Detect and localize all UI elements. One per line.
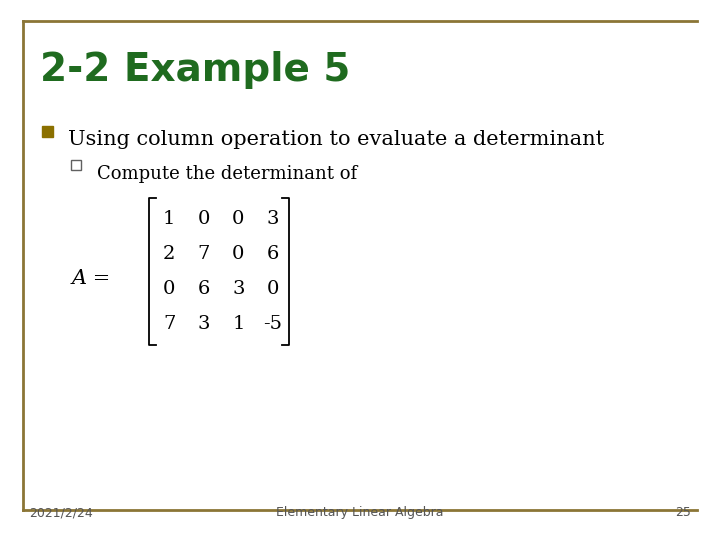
Text: 0: 0 xyxy=(266,280,279,298)
Text: Compute the determinant of: Compute the determinant of xyxy=(97,165,357,183)
Text: Using column operation to evaluate a determinant: Using column operation to evaluate a det… xyxy=(68,130,605,148)
Text: 3: 3 xyxy=(232,280,245,298)
Text: 2: 2 xyxy=(163,245,176,263)
Text: 6: 6 xyxy=(197,280,210,298)
Text: 0: 0 xyxy=(232,210,245,228)
Bar xyxy=(42,126,53,137)
Text: 6: 6 xyxy=(266,245,279,263)
Text: 0: 0 xyxy=(163,280,176,298)
Text: 3: 3 xyxy=(266,210,279,228)
Text: 2-2 Example 5: 2-2 Example 5 xyxy=(40,51,350,89)
Text: 1: 1 xyxy=(232,315,245,333)
Text: 3: 3 xyxy=(197,315,210,333)
Text: 25: 25 xyxy=(675,507,691,519)
Text: 0: 0 xyxy=(232,245,245,263)
Text: Elementary Linear Algebra: Elementary Linear Algebra xyxy=(276,507,444,519)
Text: 0: 0 xyxy=(197,210,210,228)
Text: 7: 7 xyxy=(197,245,210,263)
Text: 2021/2/24: 2021/2/24 xyxy=(29,507,93,519)
Text: 7: 7 xyxy=(163,315,176,333)
Bar xyxy=(71,160,81,170)
Text: 1: 1 xyxy=(163,210,176,228)
Text: -5: -5 xyxy=(264,315,282,333)
Text: A =: A = xyxy=(72,268,112,288)
